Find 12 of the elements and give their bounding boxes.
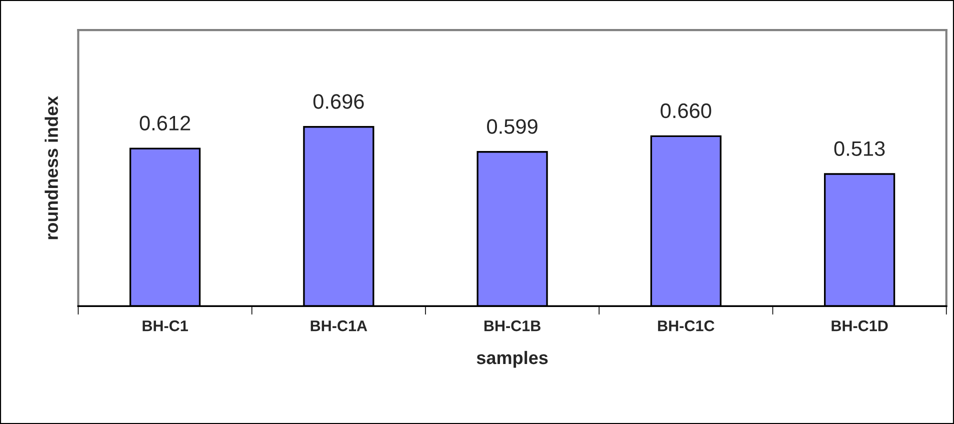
data-label: 0.660 (660, 103, 712, 118)
x-tick-label: BH-C1C (658, 320, 714, 332)
data-label: 0.599 (487, 119, 538, 134)
x-axis-title: samples (476, 350, 548, 368)
data-label: 0.612 (140, 116, 190, 131)
y-axis-title: roundness index (44, 96, 58, 240)
data-label: 0.696 (313, 94, 364, 109)
x-tick-label: BH-C1 (142, 320, 188, 332)
x-tick-label: BH-C1B (484, 320, 540, 332)
x-tick-label: BH-C1D (832, 320, 888, 332)
x-tick-label: BH-C1A (310, 320, 368, 332)
data-label: 0.513 (834, 141, 885, 156)
